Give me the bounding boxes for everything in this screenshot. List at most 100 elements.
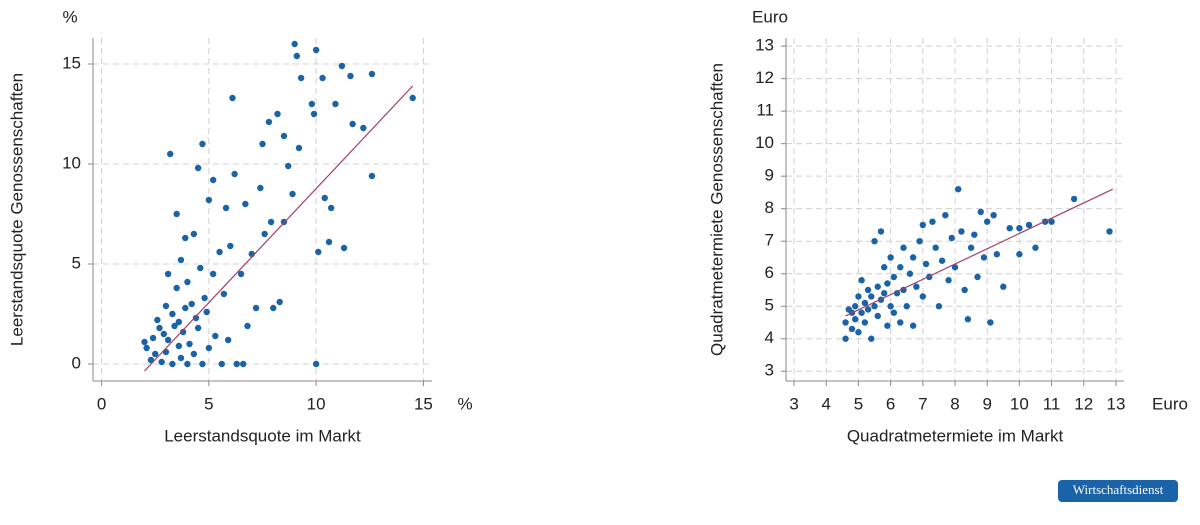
point xyxy=(938,257,946,264)
point xyxy=(852,316,859,323)
point xyxy=(884,322,891,329)
point xyxy=(182,304,189,312)
x-axis-title: Quadratmetermiete im Markt xyxy=(847,426,1064,445)
point xyxy=(167,150,174,158)
point xyxy=(922,260,930,268)
point xyxy=(1000,283,1007,290)
point xyxy=(141,338,148,346)
point xyxy=(285,162,292,170)
point xyxy=(964,316,972,323)
point xyxy=(259,140,266,148)
point xyxy=(890,273,898,281)
y-tick-label: 0 xyxy=(72,353,81,372)
point xyxy=(297,74,305,82)
point xyxy=(164,270,172,278)
point xyxy=(325,238,333,246)
y-tick-label: 15 xyxy=(62,53,81,72)
point xyxy=(855,293,862,300)
point xyxy=(945,277,952,284)
point xyxy=(164,336,172,344)
x-tick-label: 5 xyxy=(204,394,213,413)
point xyxy=(252,304,260,312)
y-tick-label: 9 xyxy=(765,166,774,185)
point xyxy=(169,360,176,368)
point xyxy=(143,344,150,352)
point xyxy=(864,286,872,294)
point xyxy=(184,360,191,368)
fit-line xyxy=(845,188,1113,317)
point xyxy=(177,354,185,362)
point xyxy=(929,218,936,225)
point xyxy=(871,303,878,310)
point xyxy=(909,322,917,329)
y-tick-label: 3 xyxy=(765,361,774,380)
y-tick-label: 5 xyxy=(765,296,774,315)
point xyxy=(209,176,217,184)
point xyxy=(152,350,159,358)
point xyxy=(368,172,376,180)
point xyxy=(1106,228,1113,235)
y-tick-label: 7 xyxy=(765,231,774,250)
point xyxy=(156,324,163,332)
point xyxy=(182,234,189,242)
y-tick-label: 6 xyxy=(765,263,774,282)
point xyxy=(190,230,198,238)
point xyxy=(332,100,339,108)
point xyxy=(194,164,202,172)
point xyxy=(205,196,213,204)
point xyxy=(192,314,200,322)
point xyxy=(265,118,273,126)
point xyxy=(312,360,320,368)
y-tick-label: 8 xyxy=(765,198,774,217)
x-tick-label: 10 xyxy=(1010,394,1029,413)
point xyxy=(190,350,198,358)
point xyxy=(197,264,204,272)
point xyxy=(244,322,251,330)
point xyxy=(858,309,865,316)
x-tick-label: 7 xyxy=(918,394,927,413)
point xyxy=(1048,218,1055,225)
point xyxy=(201,294,208,302)
x-tick-label: 4 xyxy=(822,394,831,413)
point xyxy=(315,248,322,256)
point xyxy=(280,132,288,140)
point xyxy=(295,144,303,152)
point xyxy=(308,100,316,108)
point xyxy=(239,360,247,368)
point xyxy=(855,329,862,336)
x-tick-label: 8 xyxy=(950,394,959,413)
point xyxy=(990,211,997,219)
point xyxy=(1006,224,1013,232)
point xyxy=(360,124,367,132)
point xyxy=(858,277,865,284)
point xyxy=(890,309,898,316)
point xyxy=(868,335,875,342)
point xyxy=(160,330,168,338)
x-tick-label: 5 xyxy=(854,394,863,413)
point xyxy=(951,264,959,271)
x-tick-label: 6 xyxy=(886,394,895,413)
point xyxy=(919,221,927,229)
y-axis-title: Leerstandsquote Genossenschaften xyxy=(7,73,26,346)
y-tick-label: 4 xyxy=(765,328,774,347)
y-unit: % xyxy=(62,7,77,26)
point xyxy=(224,336,232,344)
point xyxy=(368,70,376,78)
point xyxy=(220,290,228,298)
point xyxy=(861,319,869,326)
point xyxy=(897,319,904,326)
point xyxy=(274,110,281,118)
point xyxy=(231,170,238,178)
point xyxy=(242,200,249,208)
point xyxy=(203,308,210,316)
y-tick-label: 10 xyxy=(62,153,81,172)
point xyxy=(903,303,910,310)
point xyxy=(149,334,157,342)
point xyxy=(993,251,1001,258)
point xyxy=(1070,195,1078,203)
x-tick-label: 11 xyxy=(1043,394,1061,413)
y-tick-label: 12 xyxy=(755,68,774,87)
point xyxy=(158,358,165,366)
point xyxy=(932,244,939,251)
